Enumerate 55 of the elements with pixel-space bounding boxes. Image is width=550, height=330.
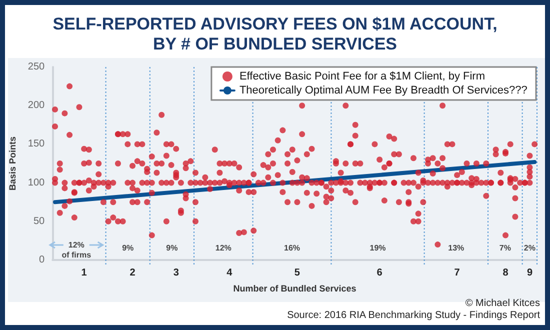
- source-note: Source: 2016 RIA Benchmarking Study - Findings Report: [287, 310, 540, 322]
- y-tick-label: 250: [28, 62, 46, 72]
- y-tick-label: 0: [39, 254, 46, 266]
- x-tick-label: 4: [226, 268, 233, 278]
- annotation: 12% of firms: [62, 240, 92, 260]
- x-tick-label: 1: [81, 268, 88, 278]
- x-tick-label: 7: [454, 268, 460, 278]
- point: [62, 185, 68, 192]
- point: [406, 180, 412, 186]
- point: [71, 214, 78, 221]
- point: [348, 180, 354, 186]
- point: [299, 180, 306, 186]
- point: [114, 218, 121, 224]
- x-tick-label: 9: [526, 268, 533, 278]
- legend-label: Effective Basic Point Fee for a $1M Client, by Firm: [239, 70, 486, 82]
- annotation: 19%: [370, 244, 386, 252]
- point: [512, 214, 518, 220]
- point: [236, 180, 242, 186]
- point: [391, 180, 398, 186]
- point: [163, 180, 170, 186]
- x-tick-label: 3: [173, 268, 180, 278]
- annotation: 12%: [215, 244, 232, 252]
- point: [352, 199, 358, 206]
- text: © Michael Kitces: [464, 298, 540, 310]
- x-tick-label: 6: [376, 268, 383, 278]
- point: [130, 180, 136, 186]
- chart-title: SELF-REPORTED ADVISORY FEES ON $1M ACCOUNT, BY # OF BUNDLED SERVICES: [52, 14, 498, 54]
- point: [52, 180, 58, 186]
- point: [148, 190, 155, 196]
- x-axis-title: Number of Bundled Services: [233, 284, 356, 294]
- point: [86, 188, 92, 194]
- point: [507, 180, 514, 186]
- point: [526, 180, 533, 186]
- annotation: 16%: [284, 244, 300, 252]
- point: [192, 180, 198, 186]
- y-axis-title: Basis Points: [8, 136, 18, 191]
- x-tick-label: 8: [502, 268, 509, 278]
- y-tick-label: 50: [33, 216, 46, 227]
- y-tick-label: 200: [28, 100, 46, 112]
- y-tick-label: 150: [28, 138, 46, 150]
- point: [440, 180, 446, 186]
- annotation: 13%: [448, 244, 464, 252]
- y-tick-label: 100: [28, 177, 46, 188]
- annotation: 9%: [166, 244, 178, 252]
- point: [415, 170, 422, 176]
- point: [526, 174, 533, 180]
- point: [134, 188, 140, 194]
- x-tick-label: 2: [130, 268, 136, 278]
- annotation: 9%: [122, 244, 134, 252]
- point: [182, 191, 189, 198]
- point: [144, 180, 150, 186]
- annotation: 7%: [499, 244, 511, 252]
- legend-label: Theoretically Optimal AUM Fee By Breadth Of Services???: [239, 84, 528, 96]
- x-tick-label: 5: [294, 268, 300, 278]
- annotation: 2%: [524, 244, 536, 252]
